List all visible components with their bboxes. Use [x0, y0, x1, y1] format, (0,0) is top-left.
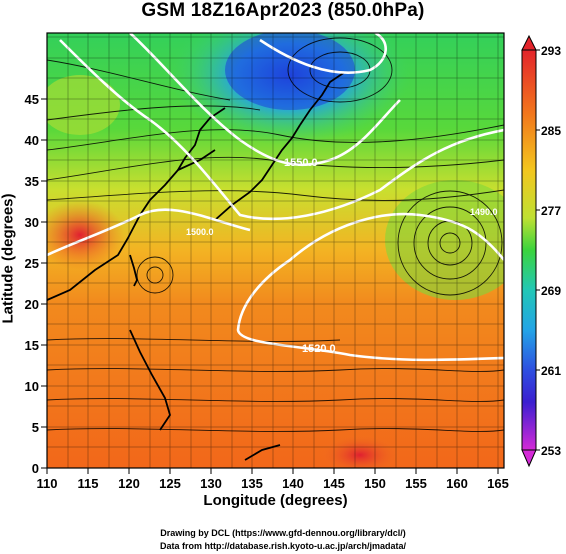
y-tick-label: 5 [32, 420, 39, 435]
y-tick-label: 10 [25, 379, 39, 394]
y-tick-labels: 0 5 10 15 20 25 30 35 40 45 [25, 92, 39, 476]
contour-label: 1550.0 [284, 157, 318, 169]
colorbar-tick-label: 293 [541, 44, 561, 58]
x-tick-label: 150 [364, 476, 386, 491]
y-tick-label: 0 [32, 461, 39, 476]
x-tick-label: 110 [37, 476, 58, 491]
x-axis-label: Longitude (degrees) [203, 492, 348, 509]
x-tick-label: 160 [446, 476, 468, 491]
x-tick-label: 135 [241, 476, 263, 491]
x-tick-label: 140 [282, 476, 304, 491]
y-tick-label: 35 [25, 174, 39, 189]
colorbar-tick-label: 277 [541, 204, 561, 218]
y-tick-label: 25 [25, 256, 39, 271]
y-axis-label: Latitude (degrees) [0, 193, 17, 324]
temperature-field [47, 33, 504, 468]
credit-line-data: Data from http://database.rish.kyoto-u.a… [159, 541, 407, 551]
colorbar: 293 285 277 269 261 253 [521, 34, 561, 468]
contour-label: 1520.0 [302, 343, 336, 355]
plot-frame [46, 32, 505, 469]
colorbar-tick-label: 269 [541, 284, 561, 298]
y-ticks [41, 98, 47, 469]
contour-label: 1490.0 [470, 207, 498, 217]
colorbar-tick-label: 285 [541, 124, 561, 138]
x-tick-label: 145 [323, 476, 345, 491]
x-tick-label: 120 [118, 476, 140, 491]
colorbar-lower-arrow [521, 449, 537, 468]
y-tick-label: 20 [25, 297, 39, 312]
lat-lon-grid [47, 33, 504, 468]
map-title: GSM 18Z16Apr2023 (850.0hPa) [141, 0, 425, 21]
x-tick-label: 115 [78, 476, 99, 491]
x-tick-label: 155 [405, 476, 427, 491]
y-tick-label: 40 [25, 133, 39, 148]
y-tick-label: 15 [25, 338, 39, 353]
y-tick-label: 45 [25, 92, 39, 107]
x-tick-labels: 110 115 120 125 130 135 140 145 150 155 … [37, 476, 509, 491]
colorbar-upper-arrow [521, 34, 537, 51]
x-ticks [46, 468, 499, 474]
y-tick-label: 30 [25, 215, 39, 230]
x-tick-label: 165 [487, 476, 509, 491]
streamlines [47, 37, 504, 432]
colorbar-tick-label: 261 [541, 364, 561, 378]
x-tick-label: 130 [200, 476, 222, 491]
colorbar-tick-label: 253 [541, 444, 561, 458]
contour-label: 1500.0 [186, 227, 214, 237]
x-tick-label: 125 [159, 476, 181, 491]
credit-line-drawing: Drawing by DCL (https://www.gfd-dennou.o… [160, 528, 406, 538]
colorbar-scale [521, 49, 537, 451]
contour-label-group: 1520.0 1550.0 1500.0 1490.0 [186, 157, 498, 355]
